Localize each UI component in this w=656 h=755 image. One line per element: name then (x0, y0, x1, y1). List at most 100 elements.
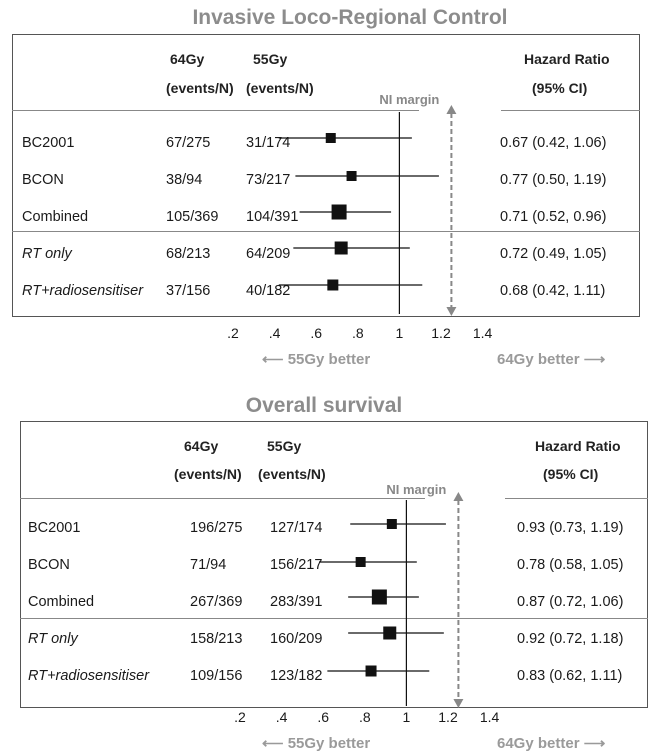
ni-arrow-up-icon (446, 105, 457, 114)
subgroup-separator (20, 618, 648, 619)
hr-point-marker (346, 171, 357, 181)
x-tick-label: .6 (310, 325, 322, 341)
x-tick-label: .8 (359, 709, 371, 725)
header-55gy-sub: (events/N) (246, 80, 314, 96)
row-events-55: 283/391 (270, 594, 323, 610)
left-better-text: 55Gy better (287, 735, 371, 752)
x-tick-label: 1.4 (480, 709, 500, 725)
ni-arrow-up-icon (453, 492, 464, 501)
x-tick-label: 1.2 (431, 325, 451, 341)
row-hr-ci: 0.92 (0.72, 1.18) (517, 631, 624, 647)
x-tick-label: 1 (396, 325, 404, 341)
row-events-55: 123/182 (270, 668, 323, 684)
right-better-label: 64Gy better ⟶ (497, 350, 605, 368)
row-events-55: 31/174 (246, 135, 291, 151)
right-better-text: 64Gy better (497, 351, 580, 368)
header-hazard-ratio: Hazard Ratio (535, 438, 621, 454)
header-separator (20, 498, 425, 499)
header-55gy-sub: (events/N) (258, 466, 326, 482)
right-better-label: 64Gy better ⟶ (497, 734, 605, 752)
hr-point-marker (386, 519, 397, 529)
ni-margin-label: NI margin (379, 92, 439, 107)
hr-point-marker (334, 241, 348, 255)
ni-arrow-down-icon (446, 307, 457, 316)
hr-point-marker (371, 589, 387, 605)
row-label: RT only (22, 246, 72, 262)
row-label: BC2001 (22, 135, 75, 151)
header-ci: (95% CI) (532, 80, 588, 96)
row-hr-ci: 0.67 (0.42, 1.06) (500, 135, 607, 151)
row-events-64: 71/94 (190, 557, 227, 573)
row-hr-ci: 0.77 (0.50, 1.19) (500, 172, 607, 188)
row-events-64: 158/213 (190, 631, 243, 647)
hr-point-marker (355, 557, 366, 567)
row-hr-ci: 0.68 (0.42, 1.11) (500, 283, 606, 299)
table-frame (12, 34, 640, 317)
hr-point-marker (331, 204, 347, 220)
row-events-55: 160/209 (270, 631, 323, 647)
chart-title: Overall survival (245, 394, 403, 417)
header-64gy-sub: (events/N) (166, 80, 234, 96)
arrow-left-icon: ⟵ (262, 351, 284, 368)
hr-point-marker (325, 133, 336, 143)
row-events-55: 127/174 (270, 520, 323, 536)
row-label: Combined (22, 209, 89, 225)
x-tick-label: .6 (317, 709, 329, 725)
hr-point-marker (365, 665, 377, 677)
ni-arrow-down-icon (453, 699, 464, 708)
header-separator (12, 110, 419, 111)
row-events-55: 73/217 (246, 172, 291, 188)
arrow-right-icon: ⟶ (583, 351, 606, 368)
row-hr-ci: 0.83 (0.62, 1.11) (517, 668, 623, 684)
header-ci: (95% CI) (543, 466, 599, 482)
row-events-64: 109/156 (190, 668, 243, 684)
row-hr-ci: 0.72 (0.49, 1.05) (500, 246, 607, 262)
x-tick-label: 1 (403, 709, 411, 725)
row-events-55: 156/217 (270, 557, 323, 573)
header-hazard-ratio: Hazard Ratio (524, 51, 610, 67)
header-64gy: 64Gy (184, 438, 219, 454)
row-events-55: 40/182 (246, 283, 291, 299)
header-55gy: 55Gy (253, 51, 288, 67)
header-55gy: 55Gy (267, 438, 302, 454)
x-tick-label: .2 (234, 709, 246, 725)
right-better-text: 64Gy better (497, 735, 580, 752)
header-64gy-sub: (events/N) (174, 466, 242, 482)
x-tick-label: 1.4 (473, 325, 493, 341)
row-label: BC2001 (28, 520, 81, 536)
row-events-64: 37/156 (166, 283, 211, 299)
header-separator (505, 498, 648, 499)
hr-point-marker (327, 279, 339, 291)
arrow-right-icon: ⟶ (583, 735, 606, 752)
table-frame (20, 421, 648, 708)
arrow-left-icon: ⟵ (262, 735, 284, 752)
x-tick-label: .2 (227, 325, 239, 341)
row-events-64: 105/369 (166, 209, 219, 225)
ni-margin-label: NI margin (386, 482, 446, 497)
x-tick-label: .4 (276, 709, 288, 725)
row-label: RT+radiosensitiser (28, 668, 150, 684)
row-hr-ci: 0.71 (0.52, 0.96) (500, 209, 607, 225)
header-separator (501, 110, 640, 111)
row-hr-ci: 0.87 (0.72, 1.06) (517, 594, 624, 610)
row-label: BCON (28, 557, 70, 573)
row-events-64: 267/369 (190, 594, 243, 610)
row-events-64: 68/213 (166, 246, 211, 262)
row-events-64: 196/275 (190, 520, 243, 536)
row-events-64: 38/94 (166, 172, 203, 188)
left-better-text: 55Gy better (287, 351, 371, 368)
hr-point-marker (383, 626, 397, 640)
row-label: RT only (28, 631, 78, 647)
row-label: RT+radiosensitiser (22, 283, 144, 299)
row-hr-ci: 0.93 (0.73, 1.19) (517, 520, 624, 536)
left-better-label: ⟵ 55Gy better (262, 734, 370, 752)
x-tick-label: 1.2 (438, 709, 458, 725)
row-events-55: 64/209 (246, 246, 291, 262)
header-64gy: 64Gy (170, 51, 205, 67)
chart-title: Invasive Loco-Regional Control (192, 6, 508, 29)
x-tick-label: .8 (352, 325, 364, 341)
row-label: BCON (22, 172, 64, 188)
row-hr-ci: 0.78 (0.58, 1.05) (517, 557, 624, 573)
row-events-55: 104/391 (246, 209, 299, 225)
